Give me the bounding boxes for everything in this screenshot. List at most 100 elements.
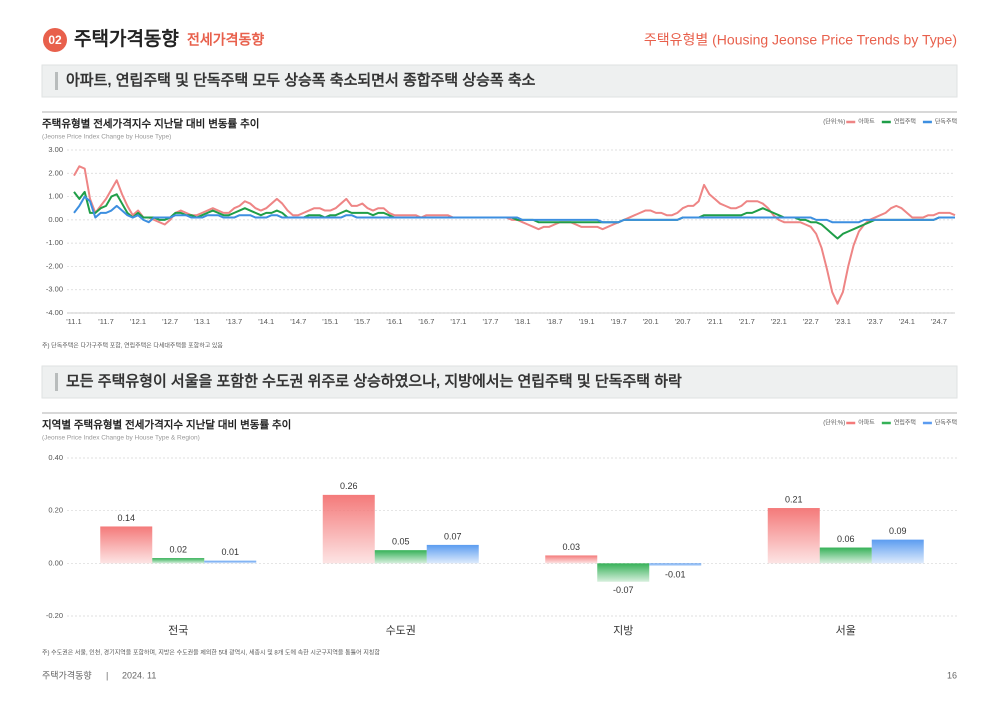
x-tick-label: '23.7 xyxy=(867,317,883,326)
chart-title: 지역별 주택유형별 전세가격지수 지난달 대비 변동률 추이 xyxy=(42,418,291,431)
x-tick-label: '16.7 xyxy=(418,317,434,326)
legend-label: 연립주택 xyxy=(894,118,916,126)
value-label: 0.26 xyxy=(340,481,358,491)
x-tick-label: '18.1 xyxy=(514,317,530,326)
value-label: 0.07 xyxy=(444,531,462,541)
x-tick-label: '19.1 xyxy=(579,317,595,326)
x-tick-label: '24.1 xyxy=(899,317,915,326)
footer-date: 2024. 11 xyxy=(122,670,156,680)
x-tick-label: '23.1 xyxy=(835,317,851,326)
badge-number: 02 xyxy=(48,33,62,47)
chart-title: 주택유형별 전세가격지수 지난달 대비 변동률 추이 xyxy=(42,117,259,130)
y-tick-label: 3.00 xyxy=(48,145,63,154)
unit-label: (단위:%) xyxy=(823,419,845,427)
chart-note: 주) 수도권은 서울, 인천, 경기지역을 포함하며, 지방은 수도권을 제외한… xyxy=(42,649,380,657)
legend-label: 아파트 xyxy=(858,419,875,427)
x-tick-label: '12.1 xyxy=(130,317,146,326)
heading-bar xyxy=(55,72,58,90)
value-label: -0.01 xyxy=(665,569,686,579)
x-tick-label: '11.7 xyxy=(98,317,113,326)
bar xyxy=(152,558,205,564)
bar xyxy=(100,526,153,564)
chart-note: 주) 단독주택은 다가구주택 포함, 연립주택은 다세대주택을 포함하고 있음 xyxy=(42,342,223,350)
x-tick-label: '20.1 xyxy=(643,317,659,326)
x-tick-label: '17.7 xyxy=(482,317,498,326)
y-tick-label: -1.00 xyxy=(46,238,63,247)
y-tick-label: -4.00 xyxy=(46,308,63,317)
value-label: -0.07 xyxy=(613,585,634,595)
heading: 아파트, 연립주택 및 단독주택 모두 상승폭 축소되면서 종합주택 상승폭 축… xyxy=(66,71,536,89)
x-tick-label: '21.1 xyxy=(707,317,723,326)
x-tick-label: '15.7 xyxy=(354,317,370,326)
x-tick-label: '18.7 xyxy=(547,317,563,326)
bar xyxy=(767,508,820,564)
badge xyxy=(43,28,67,52)
bar xyxy=(597,563,650,582)
x-tick-label: '14.7 xyxy=(290,317,306,326)
value-label: 0.03 xyxy=(562,542,580,552)
x-tick-label: 전국 xyxy=(168,624,188,637)
x-tick-label: '21.7 xyxy=(739,317,755,326)
x-tick-label: '12.7 xyxy=(162,317,178,326)
series-line xyxy=(73,195,955,224)
value-label: 0.21 xyxy=(785,494,803,504)
x-tick-label: 지방 xyxy=(613,624,633,637)
x-tick-label: '13.7 xyxy=(226,317,242,326)
x-tick-label: '11.1 xyxy=(66,317,81,326)
x-tick-label: 수도권 xyxy=(386,624,416,637)
legend-label: 아파트 xyxy=(858,118,875,126)
x-tick-label: '24.7 xyxy=(931,317,947,326)
x-tick-label: '14.1 xyxy=(258,317,274,326)
heading: 모든 주택유형이 서울을 포함한 수도권 위주로 상승하였으나, 지방에서는 연… xyxy=(66,372,682,390)
page-subtitle: 전세가격동향 xyxy=(187,32,264,48)
x-tick-label: '15.1 xyxy=(322,317,338,326)
bar xyxy=(545,555,598,564)
y-tick-label: -0.20 xyxy=(46,611,63,620)
unit-label: (단위:%) xyxy=(823,118,845,126)
value-label: 0.02 xyxy=(169,544,187,554)
x-tick-label: '22.7 xyxy=(803,317,819,326)
footer-separator: | xyxy=(106,670,108,680)
y-tick-label: 0.40 xyxy=(48,453,63,462)
legend-label: 단독주택 xyxy=(935,118,957,126)
value-label: 0.09 xyxy=(889,526,907,536)
y-tick-label: 0.00 xyxy=(48,558,63,567)
x-tick-label: '16.1 xyxy=(386,317,402,326)
page-number: 16 xyxy=(947,670,957,680)
y-tick-label: 0.00 xyxy=(48,215,63,224)
heading-bar xyxy=(55,373,58,391)
x-tick-label: '17.1 xyxy=(450,317,466,326)
bar xyxy=(204,560,257,564)
heading-box xyxy=(41,365,958,399)
y-tick-label: 2.00 xyxy=(48,168,63,177)
bar xyxy=(322,494,375,564)
value-label: 0.14 xyxy=(117,513,135,523)
bar xyxy=(871,539,924,564)
y-tick-label: -2.00 xyxy=(46,261,63,270)
footer-title: 주택가격동향 xyxy=(42,669,92,680)
series-line xyxy=(73,165,956,305)
y-tick-label: -3.00 xyxy=(46,285,63,294)
chart-subtitle: (Jeonse Price Index Change by House Type… xyxy=(42,435,200,442)
y-tick-label: 0.20 xyxy=(48,506,63,515)
y-tick-label: 1.00 xyxy=(48,192,63,201)
heading-box xyxy=(41,64,958,98)
chart-subtitle: (Jeonse Price Index Change by House Type… xyxy=(42,134,171,141)
x-tick-label: '19.7 xyxy=(611,317,627,326)
bar xyxy=(426,544,479,564)
legend-label: 단독주택 xyxy=(935,419,957,427)
legend-label: 연립주택 xyxy=(894,419,916,427)
page-title: 주택가격동향 xyxy=(74,28,179,50)
x-tick-label: 서울 xyxy=(836,624,856,637)
bar xyxy=(649,563,702,566)
value-label: 0.01 xyxy=(221,547,239,557)
section-title: 주택유형별 (Housing Jeonse Price Trends by Ty… xyxy=(644,32,957,48)
x-tick-label: '20.7 xyxy=(675,317,691,326)
value-label: 0.06 xyxy=(837,534,855,544)
series-line xyxy=(73,190,955,240)
x-tick-label: '13.1 xyxy=(194,317,210,326)
bar xyxy=(374,550,427,564)
bar xyxy=(819,547,872,564)
